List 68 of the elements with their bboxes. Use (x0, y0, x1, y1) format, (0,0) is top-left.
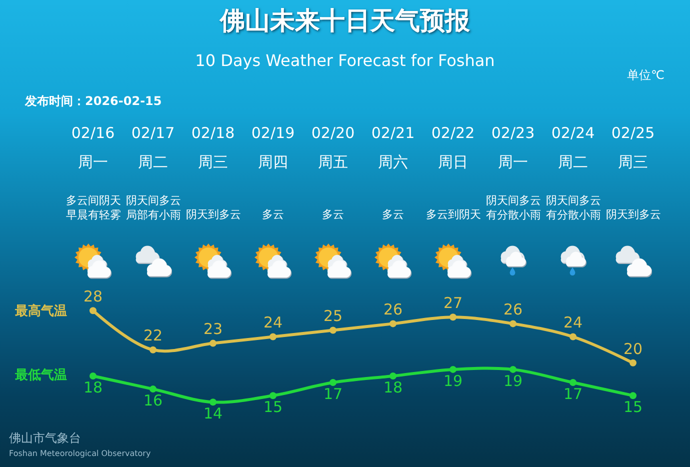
point (150, 386, 156, 393)
data-label: 26 (383, 300, 403, 319)
text: 发布时间：2026-02-15 (24, 94, 162, 108)
x-tick-label: 02/21 周六 (371, 124, 415, 171)
point (450, 314, 456, 321)
x-tick-label: 02/16 周一 (71, 124, 115, 171)
data-label: 19 (503, 372, 523, 390)
point (330, 379, 336, 386)
point (450, 366, 456, 373)
text: 多云 (382, 208, 404, 221)
data-label: 17 (323, 385, 343, 404)
point (270, 333, 276, 340)
data-label: 15 (263, 398, 283, 416)
text: 阴天间多云有分散小雨 (546, 194, 601, 222)
data-label: 18 (83, 378, 103, 397)
x-tick-label: 02/25 周三 (611, 124, 655, 171)
point (510, 366, 516, 373)
series-label: 最高气温 (14, 303, 67, 319)
data-label: 24 (563, 314, 583, 332)
x-tick-label: 02/24 周二 (551, 124, 595, 171)
data-label: 24 (263, 314, 283, 332)
text: 多云到阴天 (426, 208, 481, 221)
data-label: 28 (83, 287, 103, 306)
text: 阴天间多云有分散小雨 (486, 194, 541, 222)
data-label: 23 (203, 320, 223, 338)
text: 多云 (262, 208, 284, 221)
point (90, 372, 96, 380)
data-label: 22 (143, 326, 163, 345)
point (150, 346, 156, 354)
x-tick-label: 02/18 周三 (191, 124, 235, 171)
text: Foshan Meteorological Observatory (9, 449, 151, 458)
data-label: 27 (443, 294, 463, 312)
x-tick-label: 02/17 周二 (131, 124, 175, 171)
text: 多云间阴天早晨有轻雾 (66, 194, 121, 222)
data-label: 18 (383, 378, 403, 397)
x-tick-label: 02/20 周五 (311, 124, 355, 171)
data-label: 26 (503, 300, 523, 319)
x-tick-label: 02/23 周一 (491, 124, 535, 171)
chart-subtitle: 10 Days Weather Forecast for Foshan (195, 50, 495, 70)
data-label: 16 (143, 392, 163, 410)
data-label: 14 (203, 404, 223, 423)
point (570, 379, 576, 386)
point (330, 326, 336, 334)
text: 单位℃ (627, 68, 664, 82)
point (630, 392, 636, 400)
x-tick-label: 02/19 周四 (251, 124, 295, 171)
point (90, 307, 96, 314)
chart-title: 佛山未来十日天气预报 (219, 6, 471, 35)
series-label: 最低气温 (14, 368, 67, 383)
data-label: 19 (443, 372, 463, 390)
data-label: 15 (623, 398, 643, 416)
data-label: 25 (323, 307, 343, 326)
point (390, 320, 396, 328)
point (570, 333, 576, 340)
text: 佛山市气象台 (9, 431, 81, 445)
point (270, 392, 276, 400)
text: 阴天间多云局部有小雨 (126, 194, 181, 222)
data-label: 17 (563, 385, 583, 404)
point (210, 398, 216, 406)
point (210, 340, 216, 347)
text: 阴天到多云 (606, 208, 661, 221)
point (390, 372, 396, 380)
point (510, 320, 516, 328)
text: 多云 (322, 208, 344, 221)
text: 阴天到多云 (186, 208, 241, 221)
point (630, 359, 636, 366)
data-label: 20 (623, 340, 643, 358)
x-tick-label: 02/22 周日 (431, 124, 475, 171)
